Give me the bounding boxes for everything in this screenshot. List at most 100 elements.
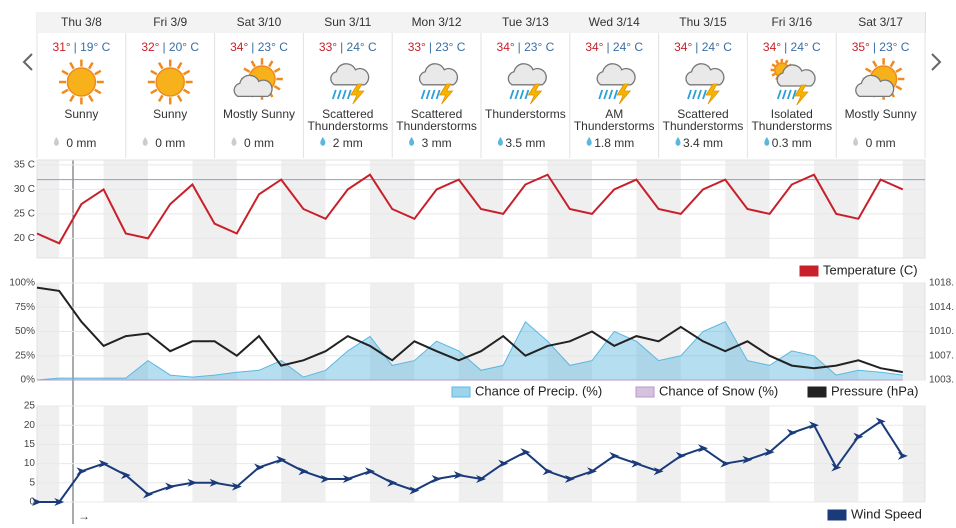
next-arrow[interactable]: [931, 53, 942, 71]
day-temps: 33° | 23° C: [392, 40, 481, 54]
sun-ray: [864, 67, 872, 73]
wind-marker: [476, 474, 486, 483]
y2-tick-label: 1010.: [929, 326, 954, 337]
low-temp: | 24° C: [695, 40, 732, 54]
y-tick-label: 30 C: [14, 184, 35, 195]
wind-marker: [609, 451, 620, 460]
drop-icon: [675, 137, 681, 146]
wind-marker: [564, 474, 575, 483]
day-date: Wed 3/14: [569, 12, 660, 33]
sun-ray: [88, 94, 94, 103]
night-band: [458, 406, 504, 502]
weather-icon: [685, 63, 725, 105]
wind-marker: [98, 459, 109, 468]
sun: [66, 67, 97, 97]
sun-ray: [889, 60, 896, 68]
wind-marker: [76, 467, 87, 476]
day-precip: 3.4 mm: [682, 136, 723, 150]
day-date: Sat 3/10: [214, 12, 305, 33]
sun-ray: [176, 61, 183, 70]
y2-tick-label: 1018.: [929, 278, 954, 289]
wind-marker: [120, 471, 131, 480]
low-temp: | 24° C: [606, 40, 644, 54]
sun-ray: [182, 69, 191, 76]
sun-ray: [94, 88, 102, 95]
drop-icon: [409, 137, 415, 146]
y2-tick-label: 1007.: [929, 350, 954, 361]
chart-frame: [36, 159, 926, 259]
day-precip: 0.3 mm: [771, 136, 812, 150]
y-tick-label: 100%: [9, 278, 35, 289]
cloud: [419, 63, 459, 86]
night-band: [281, 406, 326, 502]
rain: [791, 89, 797, 100]
day-date: Tue 3/13: [481, 12, 571, 33]
lightning: [527, 83, 543, 105]
rain: [425, 89, 431, 100]
day-condition: Mostly Sunny: [222, 107, 295, 121]
rain: [702, 89, 707, 100]
prev-arrow[interactable]: [22, 53, 33, 71]
wind-marker: [453, 471, 464, 480]
wind-marker: [853, 432, 864, 441]
day-condition: Scattered Thunderstorms: [307, 107, 389, 133]
wind-marker: [875, 417, 886, 426]
y-tick-label: 5: [29, 477, 35, 488]
y-tick-label: 0: [29, 497, 35, 508]
legend-swatch: [799, 265, 819, 277]
wind-marker: [742, 455, 753, 464]
wind-marker: [587, 467, 597, 476]
night-band: [902, 406, 925, 502]
day-condition: Mostly Sunny: [844, 107, 917, 121]
wind-marker: [631, 459, 642, 468]
cloud: [685, 63, 725, 86]
legend-swatch: [451, 386, 471, 398]
day-condition: Scattered Thunderstorms: [662, 107, 744, 133]
sun-ray: [94, 69, 102, 76]
area-outline: [36, 321, 903, 381]
wind-marker: [276, 455, 287, 464]
lightning: [794, 84, 809, 106]
day-date: Thu 3/15: [658, 12, 749, 33]
legend-swatch: [807, 386, 827, 398]
day-condition: Sunny: [64, 107, 99, 121]
sun-ray: [872, 60, 878, 68]
wind-marker: [320, 474, 331, 483]
night-band: [103, 406, 148, 502]
rain: [781, 89, 787, 100]
weather-icon: [59, 59, 104, 105]
low-temp: | 23° C: [872, 40, 910, 54]
weather-icon: [419, 63, 459, 105]
wind-marker: [298, 467, 309, 476]
rain: [341, 89, 347, 100]
cursor-label: →: [78, 509, 90, 523]
lightning: [705, 83, 720, 105]
high-temp: 35°: [851, 40, 870, 54]
sun-ray: [157, 61, 164, 70]
day-date: Sat 3/17: [836, 12, 926, 33]
day-temps: 33° | 24° C: [303, 40, 392, 54]
sun-ray: [150, 88, 158, 95]
low-temp: | 19° C: [73, 40, 111, 54]
wind-marker: [409, 486, 420, 495]
rain: [331, 89, 337, 100]
day-precip: 0 mm: [66, 136, 97, 150]
low-temp: | 24° C: [340, 40, 377, 54]
sun-ray: [61, 69, 69, 76]
legend-label: Temperature (C): [823, 262, 918, 277]
sun-ray: [250, 60, 256, 68]
day-condition: AM Thunderstorms: [573, 107, 655, 133]
drop-icon: [853, 137, 859, 146]
rain: [692, 89, 697, 100]
rain: [420, 89, 426, 100]
y-tick-label: 15: [24, 439, 36, 450]
area-fill: [37, 321, 903, 380]
day-condition: Scattered Thunderstorms: [396, 107, 477, 133]
rain: [346, 89, 352, 100]
wind-marker: [498, 459, 509, 468]
series-line: [36, 173, 904, 245]
lightning: [438, 83, 454, 105]
drop-icon: [497, 137, 503, 146]
wind-marker: [387, 478, 398, 487]
night-band: [37, 160, 60, 258]
